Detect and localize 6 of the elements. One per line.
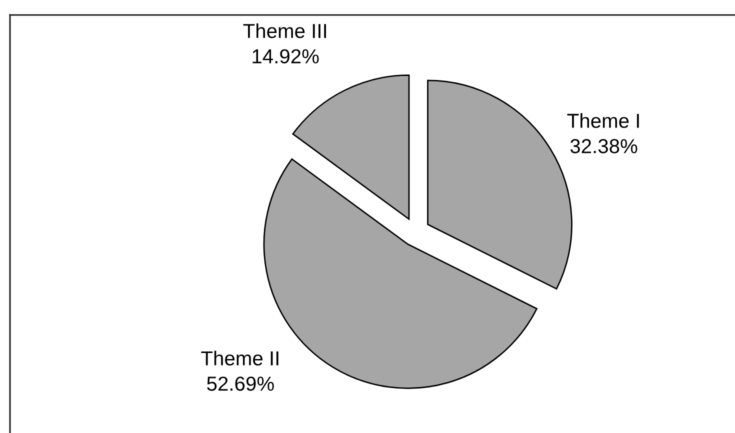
data-label: 52.69% bbox=[207, 376, 274, 391]
slice-label: Theme II bbox=[201, 350, 278, 366]
data-label: 32.38% bbox=[570, 139, 638, 154]
slice-label: Theme I bbox=[567, 113, 639, 128]
slice-label: Theme III bbox=[243, 23, 326, 38]
data-label: 14.92% bbox=[252, 49, 319, 64]
